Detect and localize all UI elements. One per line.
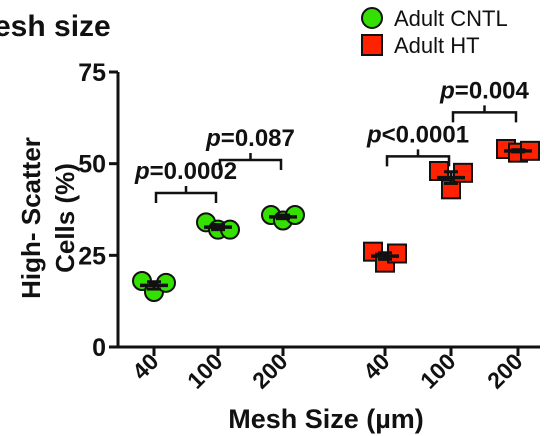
p-value-label: p=0.0002 — [134, 158, 237, 185]
p-value-label: p<0.0001 — [366, 121, 469, 148]
legend-marker — [361, 7, 383, 29]
legend-label: Adult HT — [394, 33, 480, 58]
axes: 0 25 50 75 40 100 200 40 100 200 — [78, 59, 540, 394]
p-value-symbol: p — [366, 121, 382, 148]
p-value-symbol: p — [205, 125, 221, 152]
significance-bracket — [154, 186, 218, 203]
significance-bracket — [451, 105, 518, 123]
p-value-number: =0.0002 — [150, 158, 237, 185]
x-tick-label: 40 — [127, 348, 163, 384]
y-tick-label: 25 — [78, 242, 106, 270]
p-value-number: =0.087 — [221, 125, 295, 152]
y-axis-label: High- Scatter Cells (%) — [16, 137, 80, 299]
x-axis-label: Mesh Size (µm) — [228, 404, 424, 434]
x-tick-label: 100 — [182, 348, 228, 394]
x-tick-label: 100 — [415, 348, 461, 394]
data-points — [132, 139, 540, 302]
y-axis-label-line-2: Cells (%) — [50, 163, 80, 273]
x-tick-label: 40 — [358, 348, 394, 384]
chart-title: esh size — [0, 10, 111, 43]
y-tick-label: 50 — [78, 151, 106, 179]
y-tick-label: 0 — [92, 334, 106, 362]
p-value-label: p=0.004 — [439, 77, 529, 104]
p-value-number: <0.0001 — [382, 121, 469, 148]
p-value-symbol: p — [439, 77, 455, 104]
x-tick-label: 200 — [247, 348, 293, 394]
p-value-number: =0.004 — [455, 77, 530, 104]
legend-label: Adult CNTL — [394, 6, 508, 31]
legend-marker — [361, 34, 383, 56]
y-tick-label: 75 — [78, 59, 106, 87]
significance-bracket — [218, 153, 283, 170]
y-axis-label-line-1: High- Scatter — [16, 137, 46, 299]
p-value-symbol: p — [134, 158, 150, 185]
p-value-label: p=0.087 — [205, 125, 295, 152]
x-tick-label: 200 — [482, 348, 528, 394]
